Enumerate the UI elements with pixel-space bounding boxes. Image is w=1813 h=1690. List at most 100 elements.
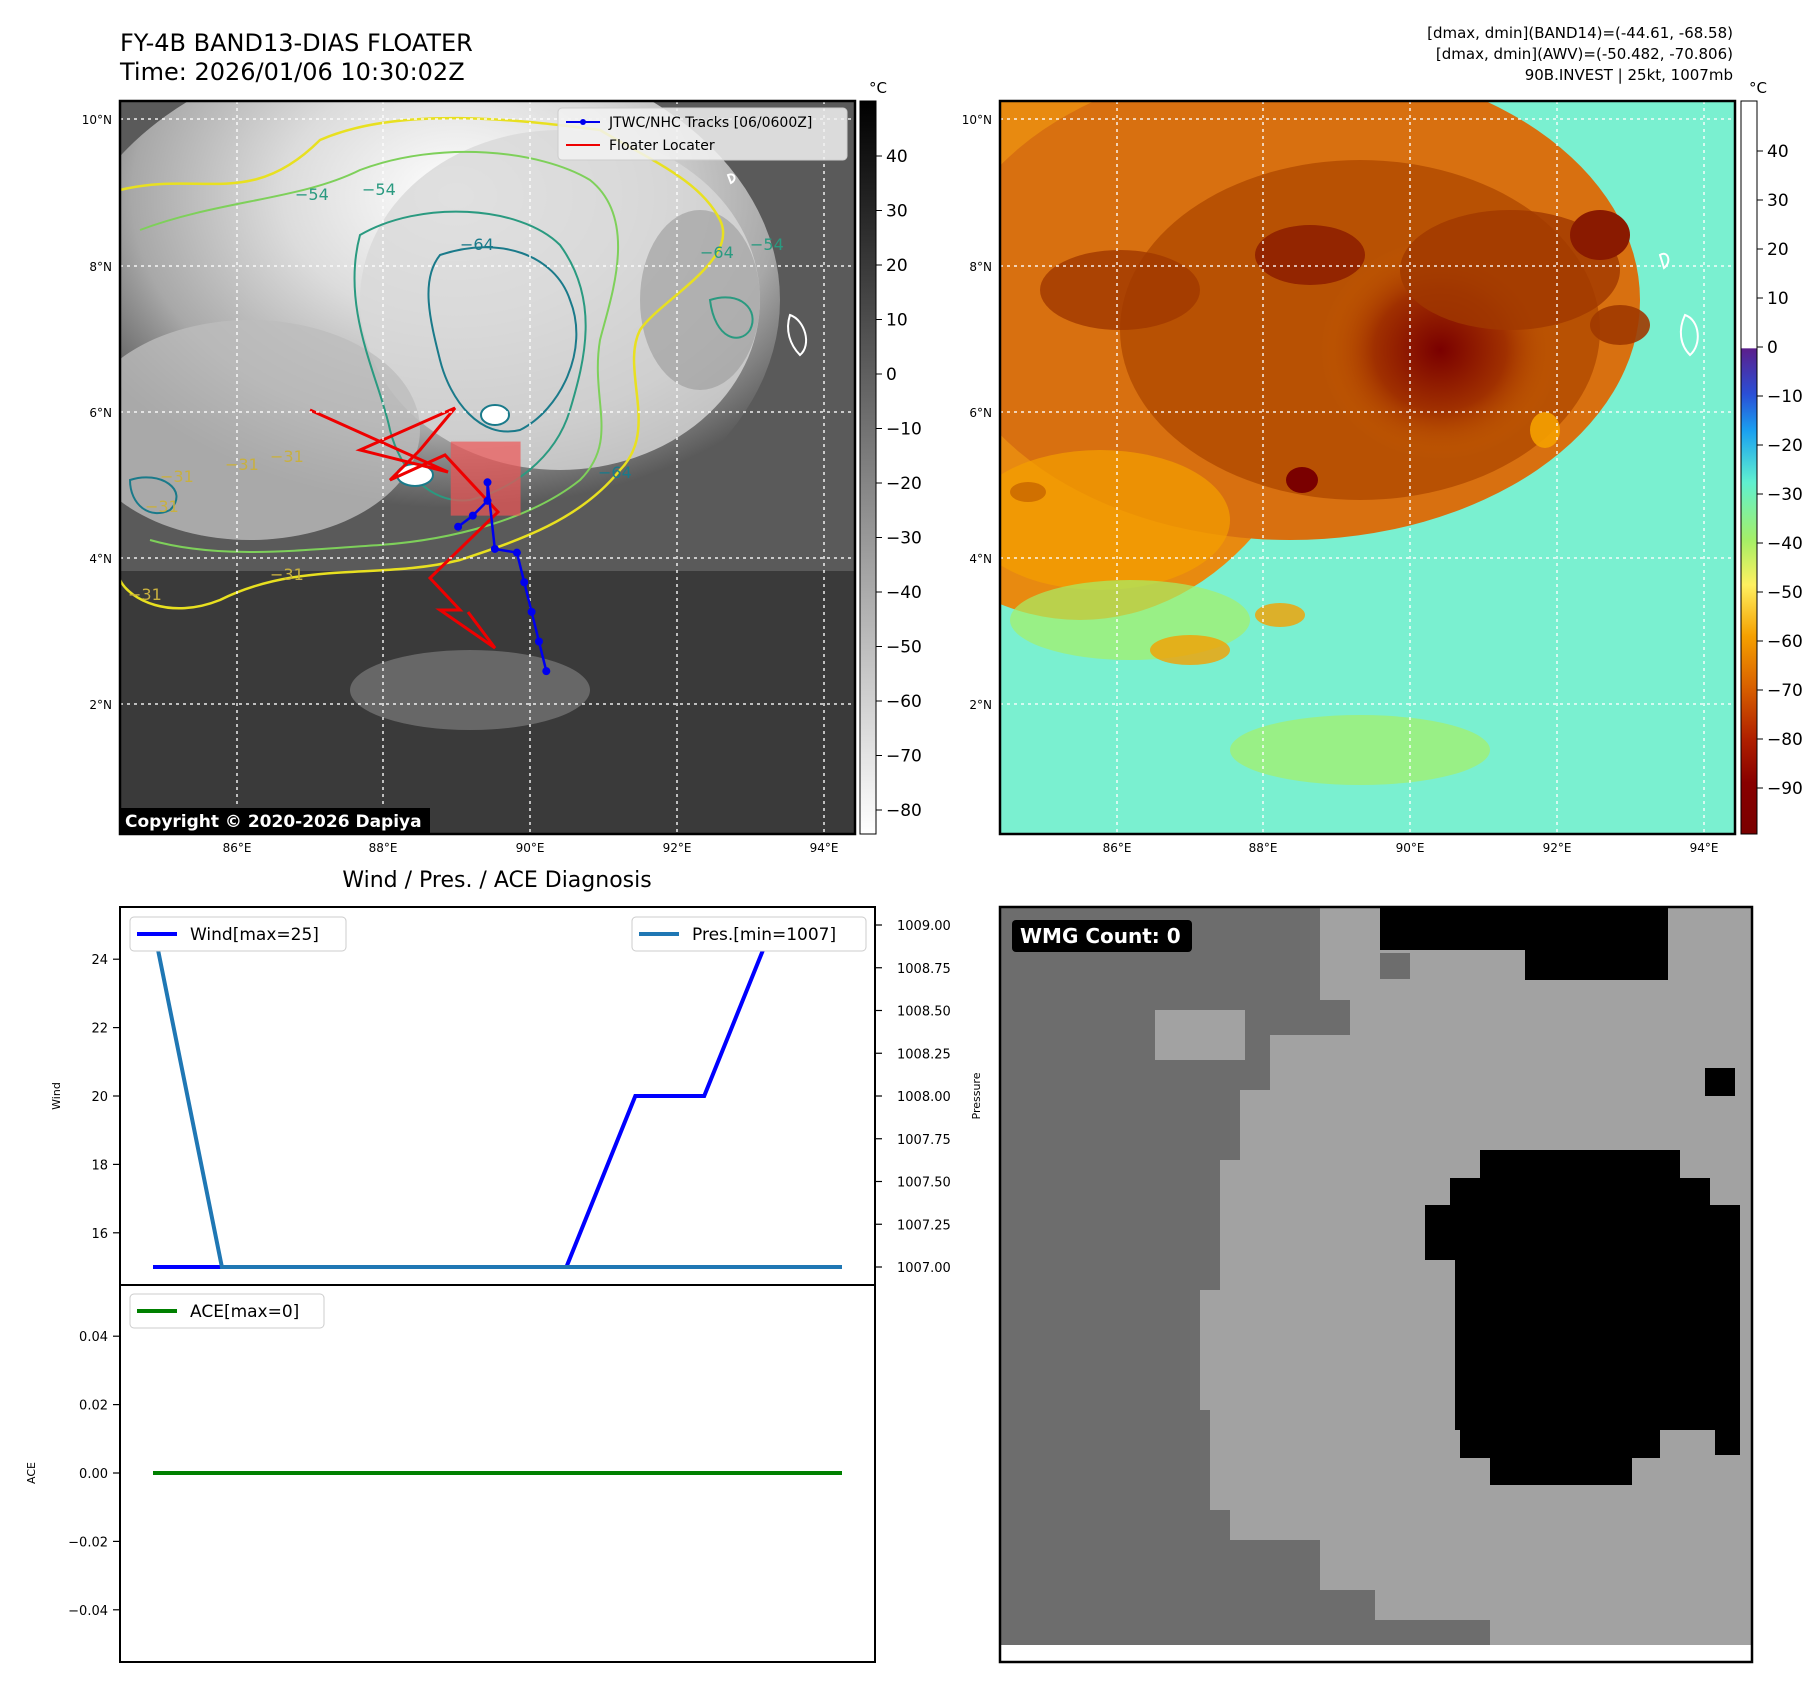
colorbar-tick-label: 20 bbox=[1767, 240, 1789, 260]
wind-legend: Wind[max=25] bbox=[129, 916, 347, 952]
lat-label: 8°N bbox=[89, 260, 112, 274]
ir-legend: JTWC/NHC Tracks [06/0600Z] Floater Locat… bbox=[557, 107, 848, 161]
colorbar-tick-label: 40 bbox=[1767, 142, 1789, 162]
contour-label: −64 bbox=[460, 235, 494, 254]
y-tick-label: 0.02 bbox=[79, 1399, 108, 1414]
colorbar-tick-label: −70 bbox=[1767, 681, 1803, 701]
colorbar-tick-label: 10 bbox=[1767, 289, 1789, 309]
track-point bbox=[483, 478, 492, 487]
contour-label: −31 bbox=[128, 585, 162, 604]
y-tick-label: 18 bbox=[91, 1158, 108, 1173]
contour-label: −31 bbox=[270, 565, 304, 584]
diag-title: Wind / Pres. / ACE Diagnosis bbox=[342, 868, 651, 893]
colorbar-tick-label: −60 bbox=[1767, 632, 1803, 652]
lon-label: 94°E bbox=[1690, 841, 1719, 855]
lon-label: 86°E bbox=[1103, 841, 1132, 855]
awv-frame bbox=[998, 99, 1737, 836]
colorbar-tick-label: 30 bbox=[886, 202, 908, 222]
ir-colorbar bbox=[859, 100, 877, 835]
contour-label: −64 bbox=[700, 243, 734, 262]
lat-label: 6°N bbox=[89, 406, 112, 420]
floater-box bbox=[450, 441, 521, 516]
ir-panel: −54 −54 −64 −64 −54 −31 −31 −31 −31 −31 … bbox=[82, 79, 922, 855]
pres-series-line bbox=[151, 924, 842, 1269]
track-point bbox=[483, 496, 492, 505]
lat-label: 6°N bbox=[969, 406, 992, 420]
colorbar-tick-label: −80 bbox=[886, 801, 922, 821]
y-tick-label: 1007.00 bbox=[897, 1261, 951, 1276]
contour-label: −54 bbox=[750, 235, 784, 254]
contour-label: −54 bbox=[362, 180, 396, 199]
awv-colorbar-unit: °C bbox=[1749, 79, 1767, 97]
wind-ylabel: Wind bbox=[50, 1082, 63, 1110]
wmg-region bbox=[1380, 907, 1668, 980]
pres-legend: Pres.[min=1007] bbox=[631, 916, 867, 952]
track-point bbox=[512, 548, 521, 557]
legend-track-marker bbox=[580, 119, 586, 125]
y-tick-label: 1008.00 bbox=[897, 1090, 951, 1105]
colorbar-tick-label: −10 bbox=[886, 420, 922, 440]
track-point bbox=[490, 544, 499, 553]
colorbar-tick-label: −50 bbox=[1767, 583, 1803, 603]
ace-legend-label: ACE[max=0] bbox=[190, 1302, 299, 1322]
lon-label: 94°E bbox=[810, 841, 839, 855]
lat-label: 4°N bbox=[969, 552, 992, 566]
colorbar-tick-label: −80 bbox=[1767, 730, 1803, 750]
contour-label: −31 bbox=[160, 467, 194, 486]
pres-legend-label: Pres.[min=1007] bbox=[692, 925, 836, 945]
colorbar-tick-label: 0 bbox=[886, 365, 897, 385]
y-tick-label: 20 bbox=[91, 1090, 108, 1105]
ace-ylabel: ACE bbox=[25, 1462, 38, 1484]
colorbar-tick-label: 30 bbox=[1767, 191, 1789, 211]
ace-legend: ACE[max=0] bbox=[129, 1293, 325, 1329]
lat-label: 8°N bbox=[969, 260, 992, 274]
colorbar-tick-label: −30 bbox=[886, 529, 922, 549]
wmg-region bbox=[1425, 1150, 1740, 1485]
lat-label: 10°N bbox=[82, 113, 112, 127]
colorbar-tick-label: −20 bbox=[1767, 436, 1803, 456]
colorbar-tick-label: 40 bbox=[886, 147, 908, 167]
colorbar-tick-label: −40 bbox=[1767, 534, 1803, 554]
info-storm: 90B.INVEST | 25kt, 1007mb bbox=[1525, 66, 1733, 84]
wmg-count-box bbox=[1012, 920, 1192, 952]
y-tick-label: 1007.50 bbox=[897, 1176, 951, 1191]
y-tick-label: 1008.25 bbox=[897, 1047, 951, 1062]
track-point bbox=[542, 667, 551, 676]
wmg-region bbox=[1000, 1645, 1752, 1662]
contour-label: −64 bbox=[598, 463, 632, 482]
ir-colorbar-unit: °C bbox=[869, 79, 887, 97]
y-tick-label: 1007.25 bbox=[897, 1218, 951, 1233]
awv-colorbar bbox=[1740, 100, 1758, 835]
lon-label: 88°E bbox=[369, 841, 398, 855]
figure-time: Time: 2026/01/06 10:30:02Z bbox=[119, 58, 465, 86]
legend-locater-label: Floater Locater bbox=[609, 138, 715, 154]
figure-title: FY-4B BAND13-DIAS FLOATER bbox=[120, 29, 473, 57]
y-tick-label: 1008.50 bbox=[897, 1005, 951, 1020]
lon-label: 90°E bbox=[1396, 841, 1425, 855]
info-band14: [dmax, dmin](BAND14)=(-44.61, -68.58) bbox=[1427, 24, 1733, 42]
ir-image: −54 −54 −64 −64 −54 −31 −31 −31 −31 −31 … bbox=[120, 101, 855, 834]
lon-label: 86°E bbox=[223, 841, 252, 855]
y-tick-label: 1007.75 bbox=[897, 1133, 951, 1148]
diag-panel: Wind / Pres. / ACE Diagnosis Wind Pressu… bbox=[25, 868, 983, 1663]
colorbar-tick-label: −10 bbox=[1767, 387, 1803, 407]
contour-label: −31 bbox=[225, 455, 259, 474]
lon-label: 88°E bbox=[1249, 841, 1278, 855]
colorbar-tick-label: −90 bbox=[1767, 779, 1803, 799]
y-tick-label: 16 bbox=[91, 1227, 108, 1242]
colorbar-tick-label: 10 bbox=[886, 311, 908, 331]
track-point bbox=[468, 511, 477, 520]
colorbar-tick-label: −50 bbox=[886, 638, 922, 658]
floater-locater-line bbox=[309, 406, 501, 650]
track-point bbox=[454, 522, 463, 531]
wmg-frame bbox=[998, 905, 1754, 1664]
colorbar-tick-label: −30 bbox=[1767, 485, 1803, 505]
contour-label: −31 bbox=[270, 447, 304, 466]
wmg-region bbox=[1705, 1068, 1735, 1096]
colorbar-tick-label: 20 bbox=[886, 256, 908, 276]
info-awv: [dmax, dmin](AWV)=(-50.482, -70.806) bbox=[1436, 45, 1733, 63]
y-tick-label: −0.04 bbox=[68, 1604, 108, 1619]
wmg-region bbox=[1380, 953, 1410, 979]
y-tick-label: 0.00 bbox=[79, 1467, 108, 1482]
